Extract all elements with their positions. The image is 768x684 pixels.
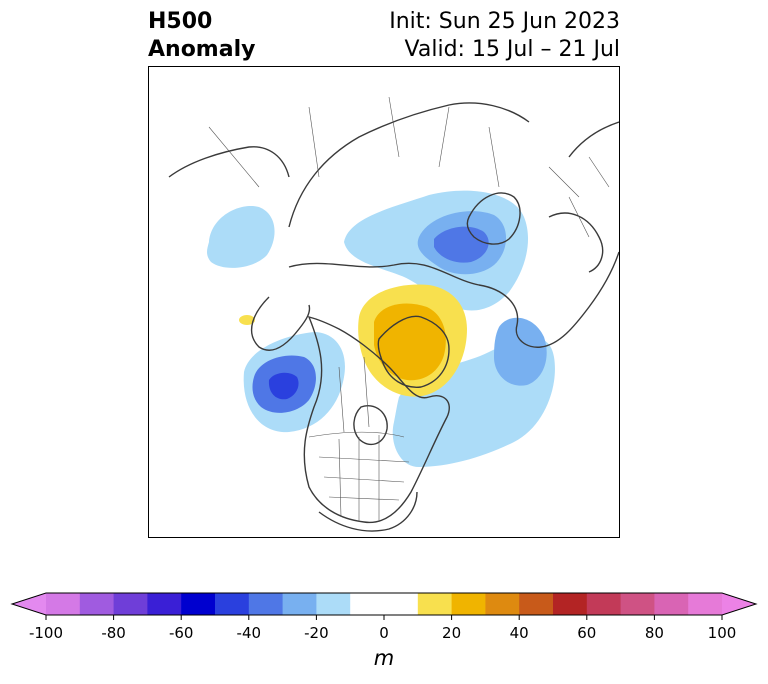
canada-provinces [338, 356, 370, 433]
europe-borders [548, 156, 610, 238]
anomaly-greenland-core [374, 303, 446, 381]
gulf-mexico [318, 491, 418, 532]
anomaly-ne-atlantic [494, 317, 547, 386]
alaska-coast [250, 296, 311, 351]
colorbar-tick-label: 40 [509, 624, 529, 642]
colorbar-under-arrow [12, 593, 46, 615]
colorbar-ticks [45, 615, 723, 620]
mediterranean [568, 121, 619, 158]
colorbar-tick-label: 0 [379, 624, 389, 642]
colorbar-tick-label: 80 [644, 624, 664, 642]
colorbar-cell [417, 593, 453, 615]
siberia-north [288, 102, 530, 228]
colorbar-tick-label: -80 [101, 624, 126, 642]
anomaly-map [168, 96, 619, 532]
colorbar-cell [654, 593, 689, 615]
colorbar-cell [384, 593, 419, 615]
colorbar-cell [519, 593, 554, 615]
colorbar-cells [46, 593, 723, 615]
anomaly-shading [207, 190, 555, 467]
colorbar-cell [215, 593, 250, 615]
valid-range: Valid: 15 Jul – 21 Jul [404, 37, 620, 62]
colorbar-tick-label: 100 [707, 624, 737, 642]
colorbar-cell [181, 593, 216, 615]
anomaly-siberia-core [434, 226, 489, 263]
colorbar-cell [620, 593, 655, 615]
hudson-bay [353, 405, 388, 446]
colorbar-tick-label: -100 [28, 624, 64, 642]
colorbar-cell [79, 593, 115, 615]
political-borders [208, 96, 610, 522]
init-date: Init: Sun 25 Jun 2023 [389, 9, 620, 34]
colorbar-tick-label: 20 [442, 624, 462, 642]
colorbar-cell [553, 593, 588, 615]
anomaly-alaska-core [268, 372, 299, 400]
colorbar-cell [113, 593, 148, 615]
asia-borders [208, 96, 500, 188]
colorbar-cell [316, 593, 351, 615]
anomaly-pacific-small [239, 315, 255, 325]
us-states-grid-1 [318, 456, 410, 501]
us-states-grid-2 [338, 435, 380, 522]
colorbar-cell [451, 593, 486, 615]
north-america-coast [303, 315, 450, 524]
colorbar-cell [688, 593, 723, 615]
colorbar-tick-label: 60 [577, 624, 597, 642]
colorbar-cell [248, 593, 284, 615]
map-panel [148, 66, 620, 538]
colorbar-cell [147, 593, 182, 615]
colorbar-unit: m [373, 646, 395, 670]
europe-west [548, 212, 604, 273]
chart-title-right: Init: Sun 25 Jun 2023 Valid: 15 Jul – 21… [389, 8, 620, 64]
colorbar-cell [485, 593, 520, 615]
colorbar-tick-label: -60 [168, 624, 194, 642]
colorbar-cell [282, 593, 317, 615]
title-field: H500 [148, 9, 213, 34]
colorbar-cell [586, 593, 622, 615]
colorbar-over-arrow [722, 593, 756, 615]
colorbar [10, 592, 758, 620]
colorbar-cell [350, 593, 385, 615]
chart-title-left: H500 Anomaly [148, 8, 255, 64]
eurasia-coast [288, 251, 619, 348]
colorbar-tick-label: -40 [236, 624, 262, 642]
colorbar-tick-label: -20 [304, 624, 329, 642]
coastlines [168, 102, 619, 532]
anomaly-chukchi [207, 206, 275, 268]
us-canada-border [308, 431, 405, 438]
asia-interior [168, 146, 290, 178]
scandinavia [466, 192, 521, 245]
colorbar-cell [46, 593, 81, 615]
title-anomaly: Anomaly [148, 37, 256, 62]
